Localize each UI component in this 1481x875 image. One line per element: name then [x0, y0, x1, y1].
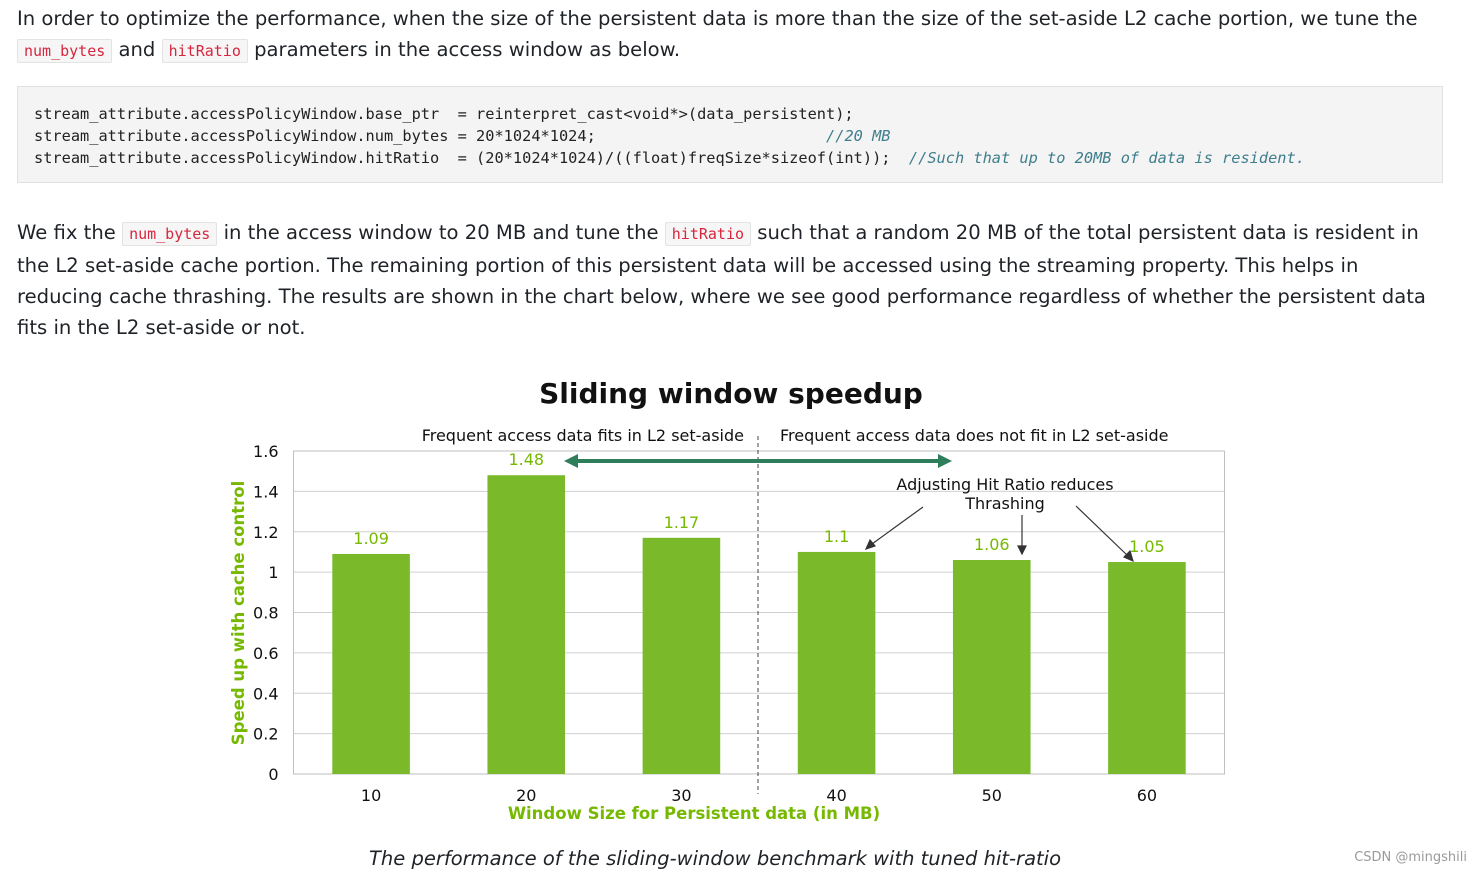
intro-text-after: parameters in the access window as below… — [247, 38, 681, 61]
intro-paragraph: In order to optimize the performance, wh… — [17, 3, 1447, 67]
bar — [642, 537, 721, 774]
y-tick-label: 0 — [268, 765, 278, 784]
inline-code-hit-ratio: hitRatio — [161, 39, 248, 63]
pointer-head-60 — [1122, 549, 1134, 563]
results-paragraph: We fix the num_bytes in the access windo… — [17, 217, 1447, 343]
bar-value-label: 1.1 — [824, 527, 849, 546]
pointer-head-50 — [1017, 545, 1027, 556]
code-block: stream_attribute.accessPolicyWindow.base… — [17, 86, 1443, 183]
code-content: stream_attribute.accessPolicyWindow.base… — [34, 103, 1305, 169]
chart-bars — [332, 475, 1186, 774]
inline-code-hit-ratio-2: hitRatio — [664, 222, 752, 246]
bar-value-labels: 1.09 1.48 1.17 1.1 1.06 1.05 — [353, 450, 1164, 556]
inline-code-num-bytes-2: num_bytes — [122, 222, 218, 246]
bar-value-label: 1.48 — [508, 450, 544, 469]
inline-code-num-bytes: num_bytes — [17, 39, 113, 63]
speedup-bar-chart: Sliding window speedup 0 0.2 0.4 0.6 0.8 1 1.2… — [229, 377, 1225, 823]
code-comment-2: //20 MB — [826, 127, 891, 145]
chart-title: Sliding window speedup — [539, 377, 923, 410]
bar-value-label: 1.06 — [974, 535, 1010, 554]
arrow-head-right — [938, 454, 952, 468]
para2-text-before: We fix the — [17, 221, 123, 244]
para2-text-mid: in the access window to 20 MB and tune t… — [217, 221, 665, 244]
annotation-note-line2: Thrashing — [964, 494, 1045, 513]
y-tick-label: 0.6 — [253, 644, 278, 663]
region-left-label: Frequent access data fits in L2 set-asid… — [422, 426, 744, 445]
bar-value-label: 1.09 — [353, 529, 389, 548]
pointer-to-40 — [871, 506, 924, 545]
bar — [797, 551, 876, 774]
code-line-3: stream_attribute.accessPolicyWindow.hitR… — [34, 149, 891, 167]
y-tick-label: 1.2 — [253, 523, 278, 542]
code-line-1: stream_attribute.accessPolicyWindow.base… — [34, 105, 854, 123]
double-headed-arrow — [564, 454, 952, 468]
bar-value-label: 1.05 — [1129, 537, 1165, 556]
bar — [332, 553, 410, 774]
bar — [487, 475, 566, 774]
plot-area-border — [293, 450, 1225, 775]
y-tick-label: 0.4 — [253, 684, 278, 703]
x-axis-label: Window Size for Persistent data (in MB) — [508, 804, 880, 823]
y-axis-label: Speed up with cache control — [229, 481, 248, 745]
code-line-2: stream_attribute.accessPolicyWindow.num_… — [34, 127, 596, 145]
x-axis-ticks: 10 20 30 40 50 60 — [361, 786, 1157, 805]
bar — [1108, 562, 1186, 774]
watermark: CSDN @mingshili — [1354, 850, 1467, 865]
code-comment-3: //Such that up to 20MB of data is reside… — [908, 149, 1305, 167]
x-tick-label: 40 — [826, 786, 846, 805]
x-tick-label: 20 — [516, 786, 536, 805]
bar-value-label: 1.17 — [664, 513, 700, 532]
chart-gridlines — [293, 450, 1225, 775]
figure-caption: The performance of the sliding-window be… — [368, 847, 1062, 870]
x-tick-label: 50 — [982, 786, 1002, 805]
y-axis-ticks: 0 0.2 0.4 0.6 0.8 1 1.2 1.4 1.6 — [253, 442, 278, 784]
arrow-head-left — [564, 454, 578, 468]
y-tick-label: 1 — [268, 563, 278, 582]
para2-text-after: such that a random 20 MB of the total pe… — [17, 221, 1426, 339]
y-tick-label: 0.2 — [253, 725, 278, 744]
y-tick-label: 0.8 — [253, 604, 278, 623]
pointer-to-60 — [1075, 505, 1129, 557]
y-tick-label: 1.4 — [253, 482, 278, 501]
x-tick-label: 10 — [361, 786, 381, 805]
annotation-note-line1: Adjusting Hit Ratio reduces — [896, 475, 1113, 494]
intro-text-mid: and — [112, 38, 162, 61]
region-right-label: Frequent access data does not fit in L2 … — [780, 426, 1168, 445]
bar — [952, 560, 1031, 774]
pointer-head-40 — [864, 538, 877, 550]
annotation-pointers — [864, 505, 1134, 563]
x-tick-label: 30 — [671, 786, 691, 805]
intro-text-before: In order to optimize the performance, wh… — [17, 7, 1418, 30]
x-tick-label: 60 — [1137, 786, 1157, 805]
y-tick-label: 1.6 — [253, 442, 278, 461]
